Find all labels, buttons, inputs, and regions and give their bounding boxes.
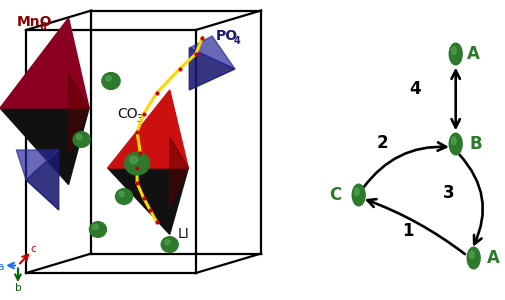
Text: 3: 3: [442, 184, 454, 202]
Circle shape: [105, 76, 111, 81]
Circle shape: [164, 239, 170, 244]
Text: CO: CO: [117, 107, 138, 122]
Polygon shape: [108, 168, 188, 234]
Circle shape: [76, 134, 82, 140]
Circle shape: [448, 43, 461, 65]
Text: A: A: [466, 45, 479, 63]
Text: 4: 4: [233, 37, 240, 46]
Circle shape: [354, 188, 359, 196]
Polygon shape: [16, 150, 59, 180]
Circle shape: [102, 73, 120, 89]
Polygon shape: [26, 150, 59, 210]
Text: 4: 4: [408, 80, 420, 98]
Text: c: c: [31, 244, 36, 254]
Polygon shape: [189, 48, 234, 90]
Circle shape: [92, 224, 98, 230]
Circle shape: [466, 247, 479, 269]
Circle shape: [115, 189, 132, 204]
Circle shape: [161, 237, 178, 252]
Text: 2: 2: [376, 134, 387, 152]
Text: a: a: [0, 262, 4, 272]
Text: C: C: [329, 186, 341, 204]
Circle shape: [351, 184, 365, 206]
Circle shape: [73, 132, 90, 147]
Polygon shape: [189, 36, 234, 69]
Text: MnO: MnO: [16, 14, 52, 28]
Polygon shape: [108, 90, 188, 168]
Circle shape: [124, 152, 149, 175]
Text: A: A: [486, 249, 499, 267]
Polygon shape: [68, 72, 89, 153]
Text: B: B: [468, 135, 481, 153]
Circle shape: [119, 191, 124, 196]
Circle shape: [89, 222, 106, 237]
Text: 1: 1: [401, 221, 413, 239]
Circle shape: [450, 137, 456, 145]
Polygon shape: [169, 137, 188, 207]
Circle shape: [469, 251, 473, 259]
Polygon shape: [0, 108, 89, 184]
Text: PO: PO: [215, 29, 237, 44]
Text: LI: LI: [178, 227, 189, 242]
Text: b: b: [15, 283, 22, 293]
Polygon shape: [0, 18, 89, 108]
Circle shape: [448, 133, 461, 155]
Text: 3: 3: [136, 115, 142, 124]
Circle shape: [129, 156, 137, 164]
Text: 6: 6: [40, 22, 46, 32]
Circle shape: [450, 47, 456, 55]
